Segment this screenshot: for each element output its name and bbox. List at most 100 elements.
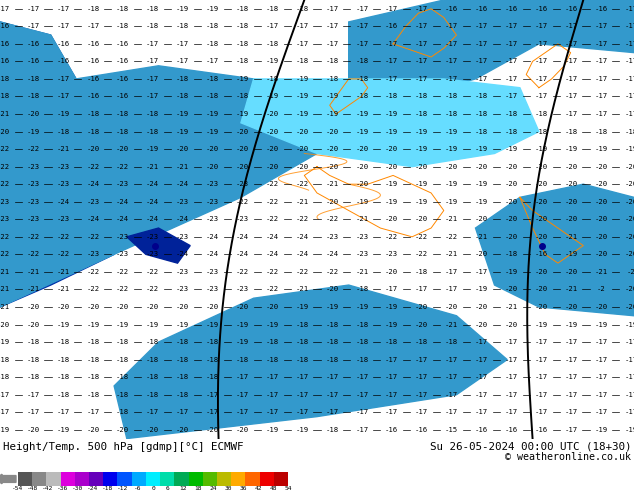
Text: -20: -20 (505, 287, 518, 293)
Text: -18: -18 (445, 94, 458, 99)
Text: -18: -18 (325, 427, 339, 433)
Text: -20: -20 (176, 304, 189, 310)
Text: -20: -20 (27, 304, 39, 310)
Text: -18: -18 (86, 6, 100, 12)
Text: -17: -17 (534, 357, 548, 363)
Text: -18: -18 (355, 58, 368, 64)
Text: -20: -20 (505, 321, 518, 327)
Text: -17: -17 (445, 287, 458, 293)
Text: -21: -21 (564, 234, 578, 240)
Text: -20: -20 (236, 427, 249, 433)
Text: -17: -17 (266, 24, 279, 29)
Text: -20: -20 (595, 251, 607, 257)
Text: -20: -20 (505, 164, 518, 170)
Text: -17: -17 (385, 392, 398, 398)
Text: -17: -17 (385, 58, 398, 64)
Text: -22: -22 (236, 199, 249, 205)
Text: -18: -18 (325, 321, 339, 327)
Text: -22: -22 (116, 287, 129, 293)
Text: -19: -19 (176, 6, 189, 12)
Text: 36: 36 (239, 486, 247, 490)
Text: -18: -18 (325, 357, 339, 363)
Text: -18: -18 (236, 94, 249, 99)
Text: -17: -17 (146, 94, 159, 99)
Text: -19: -19 (475, 181, 488, 187)
Text: -17: -17 (624, 58, 634, 64)
Text: -17: -17 (445, 269, 458, 275)
Text: -19: -19 (385, 321, 398, 327)
Text: -17: -17 (624, 374, 634, 380)
Text: -18: -18 (206, 374, 219, 380)
Text: -17: -17 (415, 58, 428, 64)
Text: -16: -16 (445, 6, 458, 12)
Text: -19: -19 (266, 427, 279, 433)
Text: -20: -20 (146, 427, 159, 433)
Text: -20: -20 (86, 146, 100, 152)
Text: -17: -17 (624, 94, 634, 99)
Text: -22: -22 (27, 146, 39, 152)
Text: -17: -17 (56, 409, 70, 415)
Text: -18: -18 (176, 339, 189, 345)
Text: -23: -23 (86, 199, 100, 205)
Text: -18: -18 (206, 76, 219, 82)
Text: -17: -17 (624, 357, 634, 363)
Text: -19: -19 (236, 339, 249, 345)
Text: -18: -18 (146, 357, 159, 363)
Text: -20: -20 (534, 304, 548, 310)
Text: -17: -17 (445, 409, 458, 415)
Text: -20: -20 (624, 251, 634, 257)
Text: -30: -30 (72, 486, 84, 490)
Text: -17: -17 (146, 58, 159, 64)
Text: -18: -18 (116, 392, 129, 398)
Text: -17: -17 (564, 409, 578, 415)
Text: -24: -24 (266, 251, 279, 257)
Text: -23: -23 (116, 251, 129, 257)
Text: -20: -20 (445, 164, 458, 170)
Text: -17: -17 (534, 409, 548, 415)
Text: -16: -16 (534, 427, 548, 433)
Text: -22: -22 (266, 287, 279, 293)
Text: -19: -19 (445, 181, 458, 187)
Text: -17: -17 (534, 392, 548, 398)
Text: -17: -17 (445, 58, 458, 64)
Text: -12: -12 (117, 486, 129, 490)
Text: -19: -19 (624, 321, 634, 327)
Text: -22: -22 (0, 234, 10, 240)
Text: -18: -18 (266, 357, 279, 363)
Text: -17: -17 (325, 392, 339, 398)
Text: -18: -18 (86, 128, 100, 135)
Text: -17: -17 (266, 409, 279, 415)
Text: -23: -23 (146, 251, 159, 257)
Text: -20: -20 (236, 164, 249, 170)
Text: Height/Temp. 500 hPa [gdmp][°C] ECMWF: Height/Temp. 500 hPa [gdmp][°C] ECMWF (3, 441, 243, 452)
Text: -17: -17 (475, 24, 488, 29)
Text: -18: -18 (505, 251, 518, 257)
Text: -16: -16 (385, 427, 398, 433)
Text: -22: -22 (56, 234, 70, 240)
Text: -17: -17 (475, 339, 488, 345)
Text: -21: -21 (27, 287, 39, 293)
Text: -16: -16 (595, 6, 607, 12)
Text: -17: -17 (206, 392, 219, 398)
Text: -18: -18 (206, 24, 219, 29)
Bar (245, 472, 259, 486)
Bar (174, 472, 188, 486)
Text: -23: -23 (146, 234, 159, 240)
Text: -19: -19 (206, 128, 219, 135)
Text: -20: -20 (385, 146, 398, 152)
Text: -19: -19 (355, 111, 368, 117)
Bar (46, 472, 61, 486)
Text: -21: -21 (445, 321, 458, 327)
Bar (146, 472, 160, 486)
Text: -17: -17 (445, 374, 458, 380)
Text: 12: 12 (179, 486, 187, 490)
Text: -18: -18 (116, 357, 129, 363)
Text: -17: -17 (505, 58, 518, 64)
Text: -18: -18 (86, 374, 100, 380)
Bar (61, 472, 75, 486)
Text: -21: -21 (355, 216, 368, 222)
Polygon shape (0, 22, 330, 307)
Text: -19: -19 (236, 111, 249, 117)
Text: -20: -20 (266, 164, 279, 170)
Text: -20: -20 (445, 304, 458, 310)
